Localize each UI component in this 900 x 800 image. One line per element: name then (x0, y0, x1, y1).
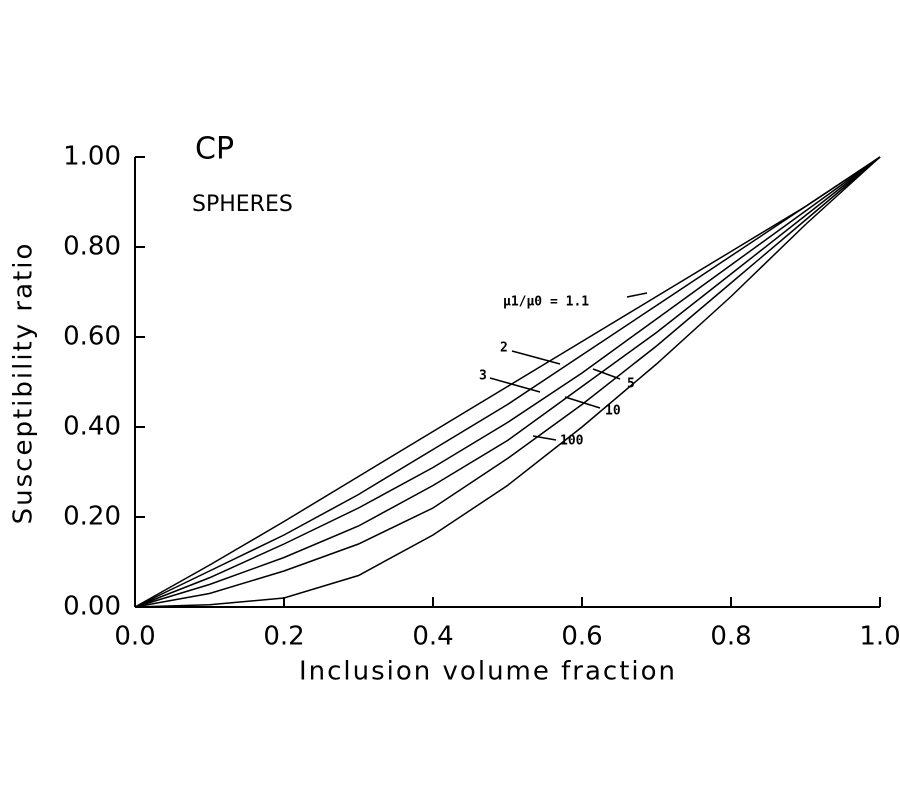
x-tick-label: 0.0 (114, 622, 155, 652)
leader-line (564, 396, 601, 409)
series-line (134, 156, 881, 608)
leader-line (626, 292, 648, 298)
x-tick-label: 0.6 (561, 622, 602, 652)
series-label: 5 (627, 377, 635, 392)
x-axis-label: Inclusion volume fraction (299, 657, 677, 687)
series-label: 3 (479, 369, 487, 384)
series-label: 10 (605, 404, 621, 419)
x-tick-label: 0.2 (263, 622, 304, 652)
y-tick-label: 0.60 (63, 322, 121, 352)
x-tick-label: 1.0 (859, 622, 900, 652)
y-tick-label: 0.80 (63, 232, 121, 262)
y-axis-label: Susceptibility ratio (9, 242, 39, 525)
series-line (134, 156, 881, 608)
leader-line (511, 350, 561, 365)
series-label: 100 (560, 434, 584, 449)
series-line (134, 156, 881, 608)
series-line (134, 156, 881, 608)
series-label: μ1/μ0 = 1.1 (503, 295, 589, 310)
series-line (134, 156, 881, 608)
chart-subtitle: SPHERES (192, 192, 293, 217)
chart-title: CP (195, 132, 234, 167)
x-tick-label: 0.4 (412, 622, 453, 652)
series-line (134, 156, 881, 608)
x-tick-label: 0.8 (710, 622, 751, 652)
series-label: 2 (500, 341, 508, 356)
y-tick-label: 0.20 (63, 502, 121, 532)
leader-line (532, 435, 557, 441)
leader-line (489, 377, 541, 393)
y-tick-label: 0.40 (63, 412, 121, 442)
y-tick-label: 0.00 (63, 592, 121, 622)
y-tick-label: 1.00 (63, 142, 121, 172)
